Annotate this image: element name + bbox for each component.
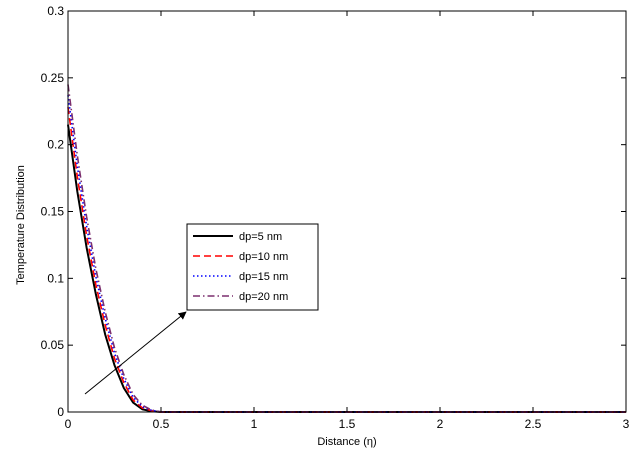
series-line-4 <box>67 84 626 413</box>
y-tick-label: 0.3 <box>47 4 64 18</box>
y-tick-label: 0.1 <box>47 271 64 285</box>
y-tick-label: 0.15 <box>41 205 65 219</box>
series-line-3 <box>67 95 626 413</box>
legend-label: dp=20 nm <box>239 291 288 303</box>
trend-arrow <box>84 311 187 395</box>
axes: 0 0.5 1 1.5 2 2.5 3 0 0.05 0.1 0.15 0.2 0.25 0.3 <box>41 4 630 431</box>
y-tick-label: 0.25 <box>41 71 65 85</box>
y-tick-label: 0.2 <box>47 138 64 152</box>
legend-label: dp=15 nm <box>239 271 288 283</box>
y-axis-label: Temperature Distribution <box>15 165 27 285</box>
legend-label: dp=5 nm <box>239 231 282 243</box>
x-axis-label: Distance (η) <box>317 436 376 448</box>
series-line-2 <box>67 107 626 413</box>
y-tick-label: 0 <box>57 405 64 419</box>
x-tick-label: 3 <box>623 417 630 431</box>
plot-frame <box>67 10 627 413</box>
x-tick-label: 0.5 <box>153 417 170 431</box>
arrow-line <box>84 311 187 395</box>
x-tick-label: 1 <box>251 417 258 431</box>
legend: dp=5 nm dp=10 nm dp=15 nm dp=20 nm <box>186 223 319 311</box>
x-tick-label: 2.5 <box>525 417 542 431</box>
plot-area <box>67 84 626 413</box>
legend-label: dp=10 nm <box>239 251 288 263</box>
x-tick-label: 2 <box>437 417 444 431</box>
x-tick-label: 1.5 <box>339 417 356 431</box>
series-line-1 <box>67 124 626 413</box>
x-tick-label: 0 <box>65 417 72 431</box>
y-tick-label: 0.05 <box>41 338 65 352</box>
